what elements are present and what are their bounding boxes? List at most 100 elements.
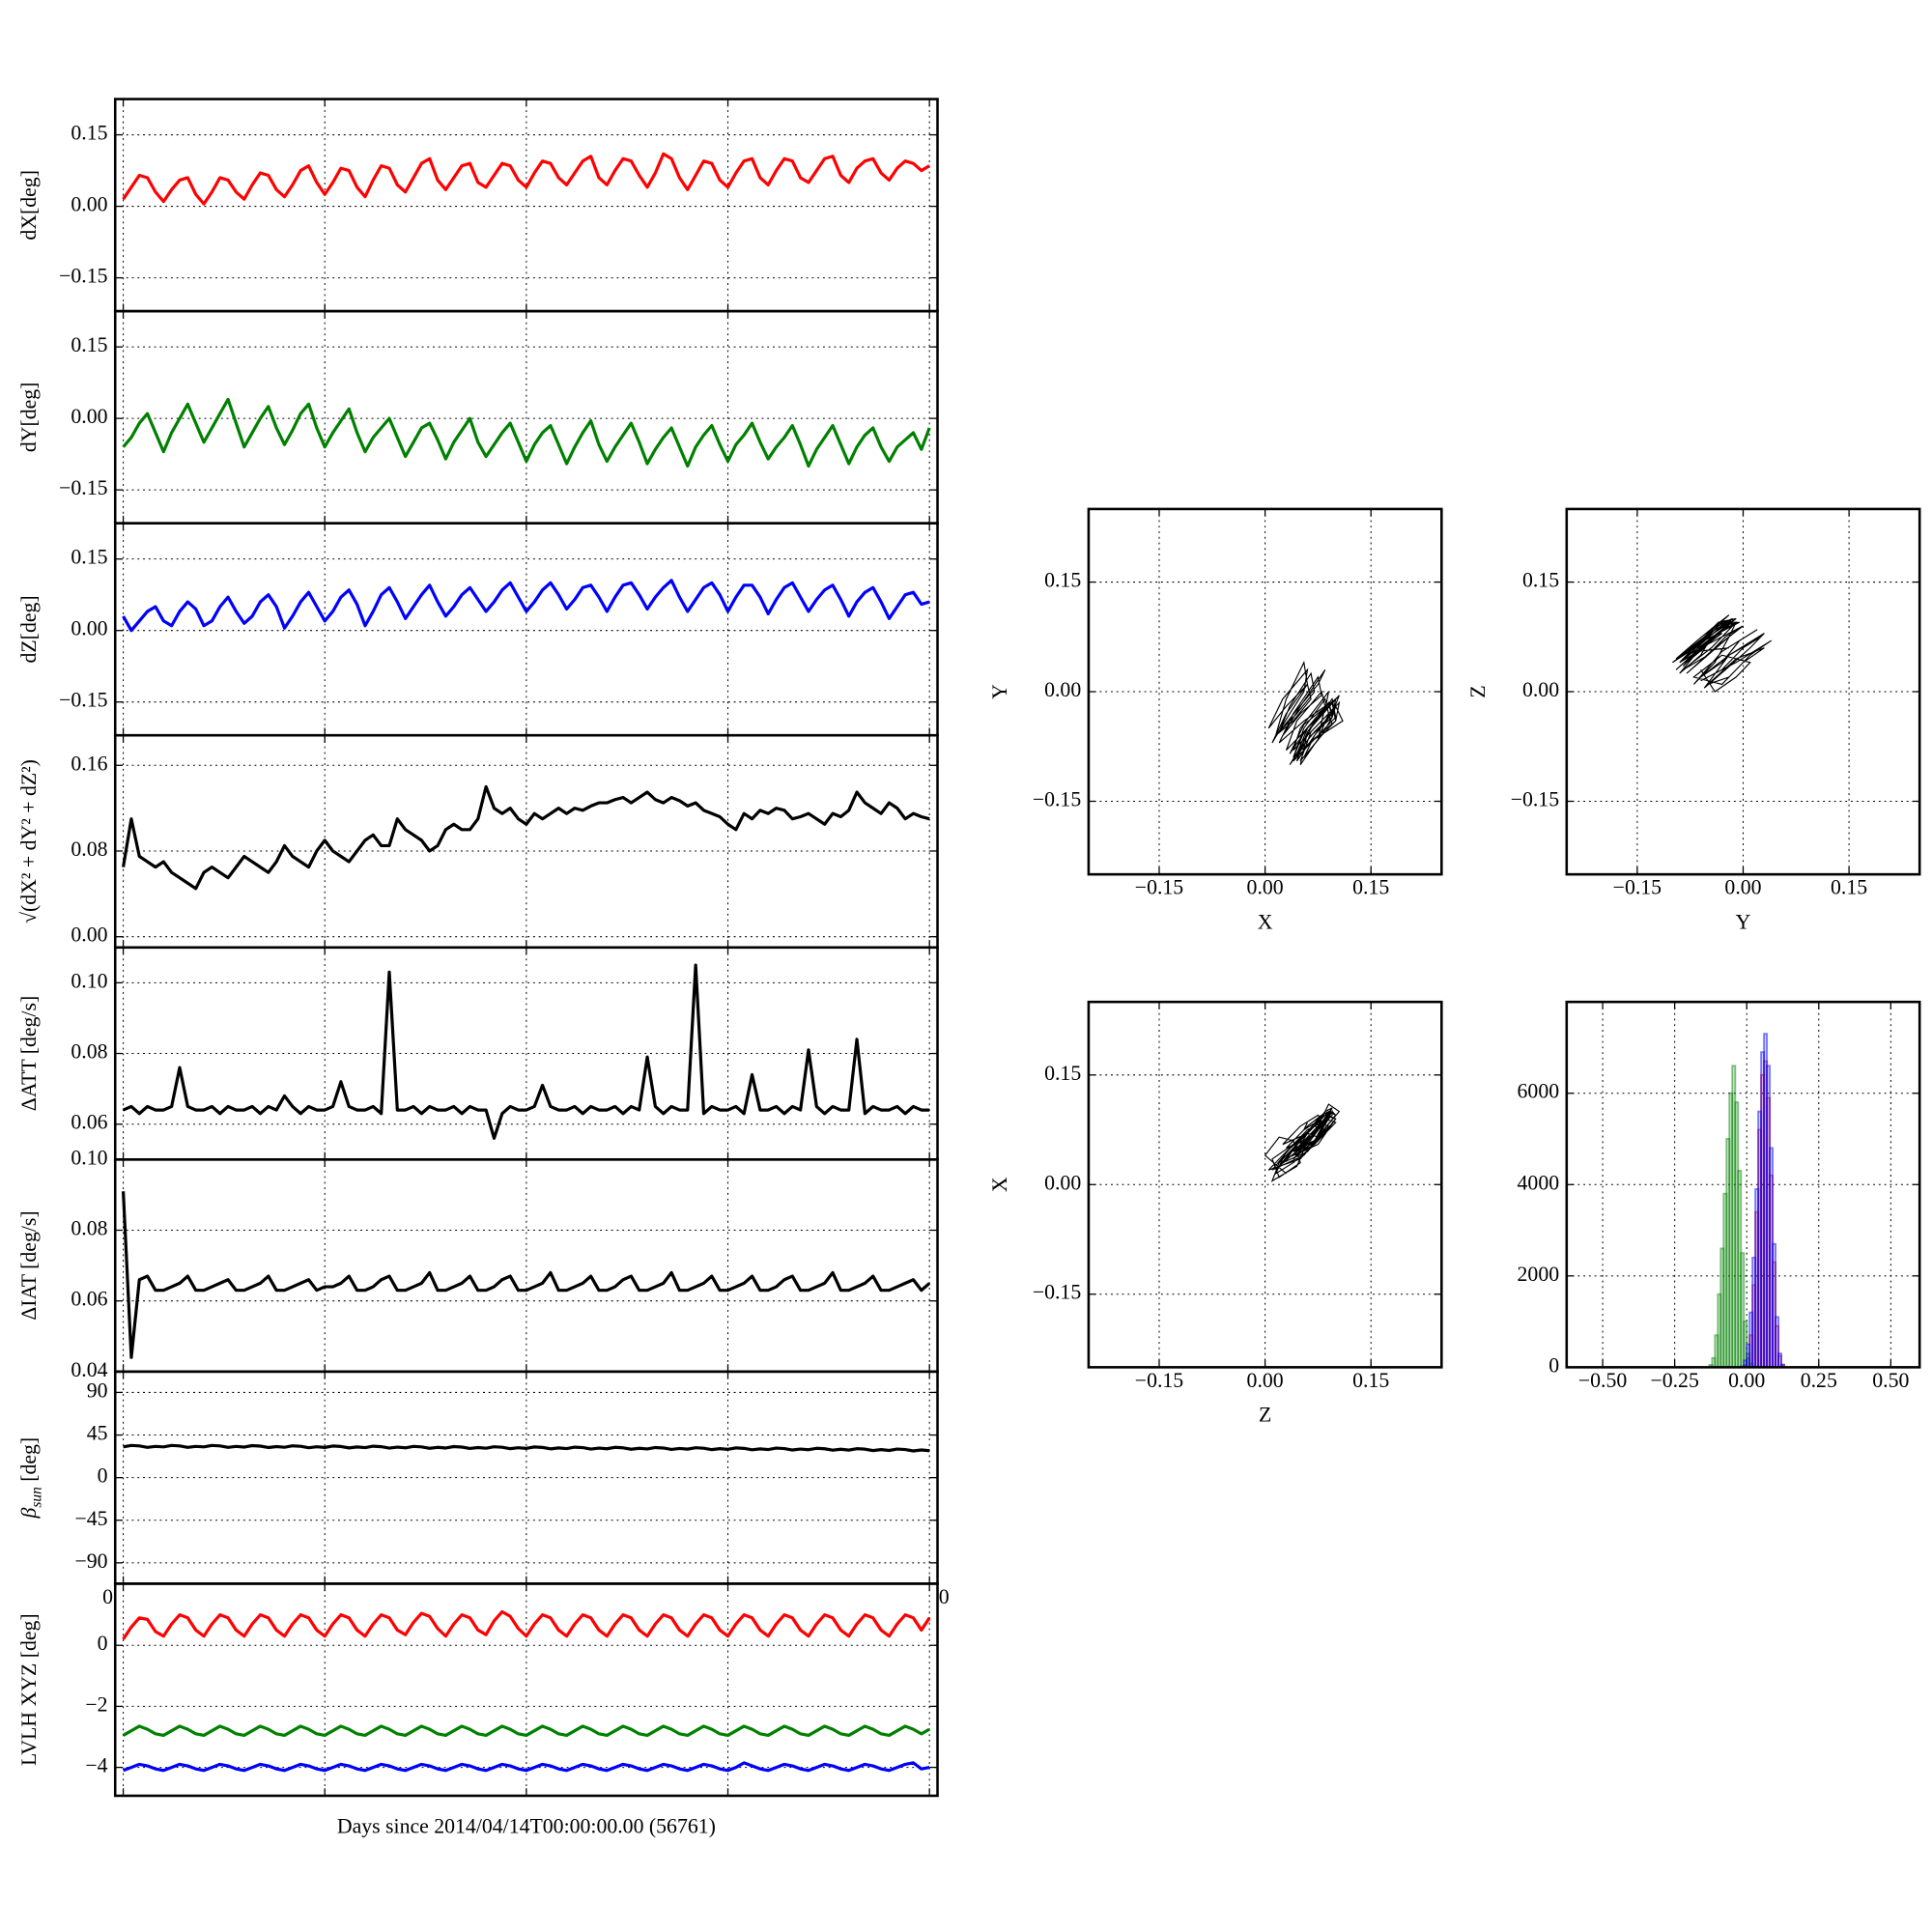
y-tick-label: 0.08 bbox=[71, 838, 107, 861]
x-tick-label: −0.50 bbox=[1578, 1369, 1628, 1392]
axes-frame bbox=[1087, 507, 1443, 876]
y-axis-label-text: ΔIAT [deg/s] bbox=[17, 1210, 41, 1320]
y-tick-label: 0.10 bbox=[71, 969, 107, 992]
y-axis-label-sub: sun bbox=[28, 1487, 44, 1508]
y-tick-label: −4 bbox=[85, 1754, 107, 1777]
y-axis-label: Z bbox=[1466, 685, 1490, 697]
y-tick-label: −2 bbox=[85, 1692, 107, 1716]
data-line bbox=[121, 784, 930, 891]
x-axis-label: Z bbox=[1259, 1404, 1271, 1427]
y-tick-label: 0.15 bbox=[1044, 569, 1081, 592]
y-axis-label-text: dX[deg] bbox=[17, 170, 41, 241]
y-tick-label: 0.15 bbox=[1522, 569, 1559, 592]
x-tick-label: 0 bbox=[102, 1585, 113, 1608]
data-line bbox=[122, 1609, 931, 1640]
y-axis-label: ΔIAT [deg/s] bbox=[17, 1210, 41, 1320]
y-tick-label: 0 bbox=[1548, 1353, 1559, 1377]
scatter-trace bbox=[1264, 1103, 1341, 1182]
y-tick-label: 0.15 bbox=[71, 546, 107, 569]
y-tick-label: 0.04 bbox=[71, 1358, 107, 1381]
y-axis-label: dZ[deg] bbox=[17, 595, 41, 663]
x-tick-label: 0.00 bbox=[1724, 876, 1761, 899]
x-tick-label: −0.25 bbox=[1650, 1369, 1699, 1392]
y-tick-label: 0.06 bbox=[71, 1288, 107, 1311]
y-tick-label: 0.15 bbox=[71, 333, 107, 356]
y-tick-label: −0.15 bbox=[59, 476, 108, 499]
x-tick-label: 0.15 bbox=[1352, 876, 1389, 899]
y-tick-label: −0.15 bbox=[59, 689, 108, 712]
x-tick-label: 0.00 bbox=[1728, 1369, 1765, 1392]
y-tick-label: 0.00 bbox=[71, 405, 107, 428]
y-axis-label-text: dZ[deg] bbox=[17, 595, 41, 663]
y-tick-label: −0.15 bbox=[1511, 787, 1560, 810]
y-tick-label: 0.08 bbox=[71, 1040, 107, 1064]
scatter-trace bbox=[1672, 614, 1773, 693]
x-axis-label: Days since 2014/04/14T00:00:00.00 (56761… bbox=[337, 1814, 716, 1837]
x-tick-label: −0.15 bbox=[1135, 1369, 1184, 1392]
data-line bbox=[122, 397, 931, 469]
y-axis-label: X bbox=[988, 1177, 1011, 1192]
x-tick-label: 0.15 bbox=[1352, 1369, 1389, 1392]
x-tick-label: 0.00 bbox=[1247, 1369, 1284, 1392]
x-tick-label: −0.15 bbox=[1613, 876, 1662, 899]
y-axis-label: LVLH XYZ [deg] bbox=[17, 1613, 41, 1766]
data-line bbox=[122, 1724, 930, 1738]
y-tick-label: −90 bbox=[74, 1549, 107, 1573]
y-tick-label: −45 bbox=[74, 1507, 107, 1530]
x-tick-label: 0.50 bbox=[1872, 1369, 1909, 1392]
y-axis-label-unit: [deg] bbox=[17, 1437, 41, 1487]
y-tick-label: 0.10 bbox=[71, 1146, 107, 1169]
y-axis-label-text: dY[deg] bbox=[17, 383, 41, 453]
y-tick-label: −0.15 bbox=[59, 265, 108, 288]
y-tick-label: −0.15 bbox=[1033, 787, 1082, 810]
data-line bbox=[122, 579, 930, 633]
y-tick-label: 0 bbox=[98, 1464, 108, 1488]
y-axis-label-text: √(dX² + dY² + dZ²) bbox=[17, 759, 41, 923]
y-tick-label: 45 bbox=[87, 1422, 108, 1445]
data-line bbox=[121, 1191, 931, 1359]
x-tick-label: 0 bbox=[939, 1585, 950, 1608]
x-axis-label: X bbox=[1258, 910, 1273, 933]
y-axis-label-text: β bbox=[17, 1507, 41, 1519]
y-tick-label: 2000 bbox=[1518, 1263, 1560, 1286]
y-axis-label: dX[deg] bbox=[17, 170, 41, 241]
y-tick-label: 0.08 bbox=[71, 1217, 107, 1240]
data-line bbox=[123, 1761, 930, 1773]
y-tick-label: 0.00 bbox=[71, 193, 107, 216]
y-axis-label-text: ΔATT [deg/s] bbox=[17, 996, 41, 1111]
y-tick-label: 0.15 bbox=[71, 122, 107, 145]
y-tick-label: 0.00 bbox=[71, 923, 107, 947]
axes-frame bbox=[1565, 507, 1921, 876]
y-tick-label: 0 bbox=[98, 1632, 108, 1655]
data-line bbox=[122, 152, 930, 206]
y-axis-label: βsun [deg] bbox=[17, 1437, 44, 1520]
scatter-trace bbox=[1267, 660, 1344, 766]
y-tick-label: 0.00 bbox=[1522, 678, 1559, 701]
y-tick-label: 0.16 bbox=[71, 752, 107, 775]
y-axis-label: Y bbox=[988, 684, 1011, 699]
y-axis-label: √(dX² + dY² + dZ²) bbox=[17, 759, 41, 923]
y-tick-label: 90 bbox=[87, 1378, 108, 1402]
y-tick-label: 0.00 bbox=[71, 617, 107, 640]
y-tick-label: 6000 bbox=[1518, 1080, 1560, 1103]
y-tick-label: 4000 bbox=[1518, 1171, 1560, 1194]
x-tick-label: −0.15 bbox=[1135, 876, 1184, 899]
x-tick-label: 0.00 bbox=[1247, 876, 1284, 899]
data-line bbox=[123, 1443, 930, 1453]
y-tick-label: −0.15 bbox=[1033, 1281, 1082, 1304]
x-axis-label: Y bbox=[1736, 910, 1751, 933]
y-axis-label-text: LVLH XYZ [deg] bbox=[17, 1613, 41, 1766]
axes-frame bbox=[113, 1582, 939, 1798]
x-tick-label: 0.25 bbox=[1801, 1369, 1837, 1392]
axes-frame bbox=[1565, 1000, 1921, 1369]
y-tick-label: 0.00 bbox=[1044, 678, 1081, 701]
x-tick-label: 0.15 bbox=[1831, 876, 1867, 899]
y-tick-label: 0.00 bbox=[1044, 1171, 1081, 1194]
data-line bbox=[122, 963, 930, 1140]
y-tick-label: 0.06 bbox=[71, 1111, 107, 1134]
y-axis-label: ΔATT [deg/s] bbox=[17, 996, 41, 1111]
y-axis-label: dY[deg] bbox=[17, 383, 41, 453]
axes-frame bbox=[1087, 1000, 1443, 1369]
